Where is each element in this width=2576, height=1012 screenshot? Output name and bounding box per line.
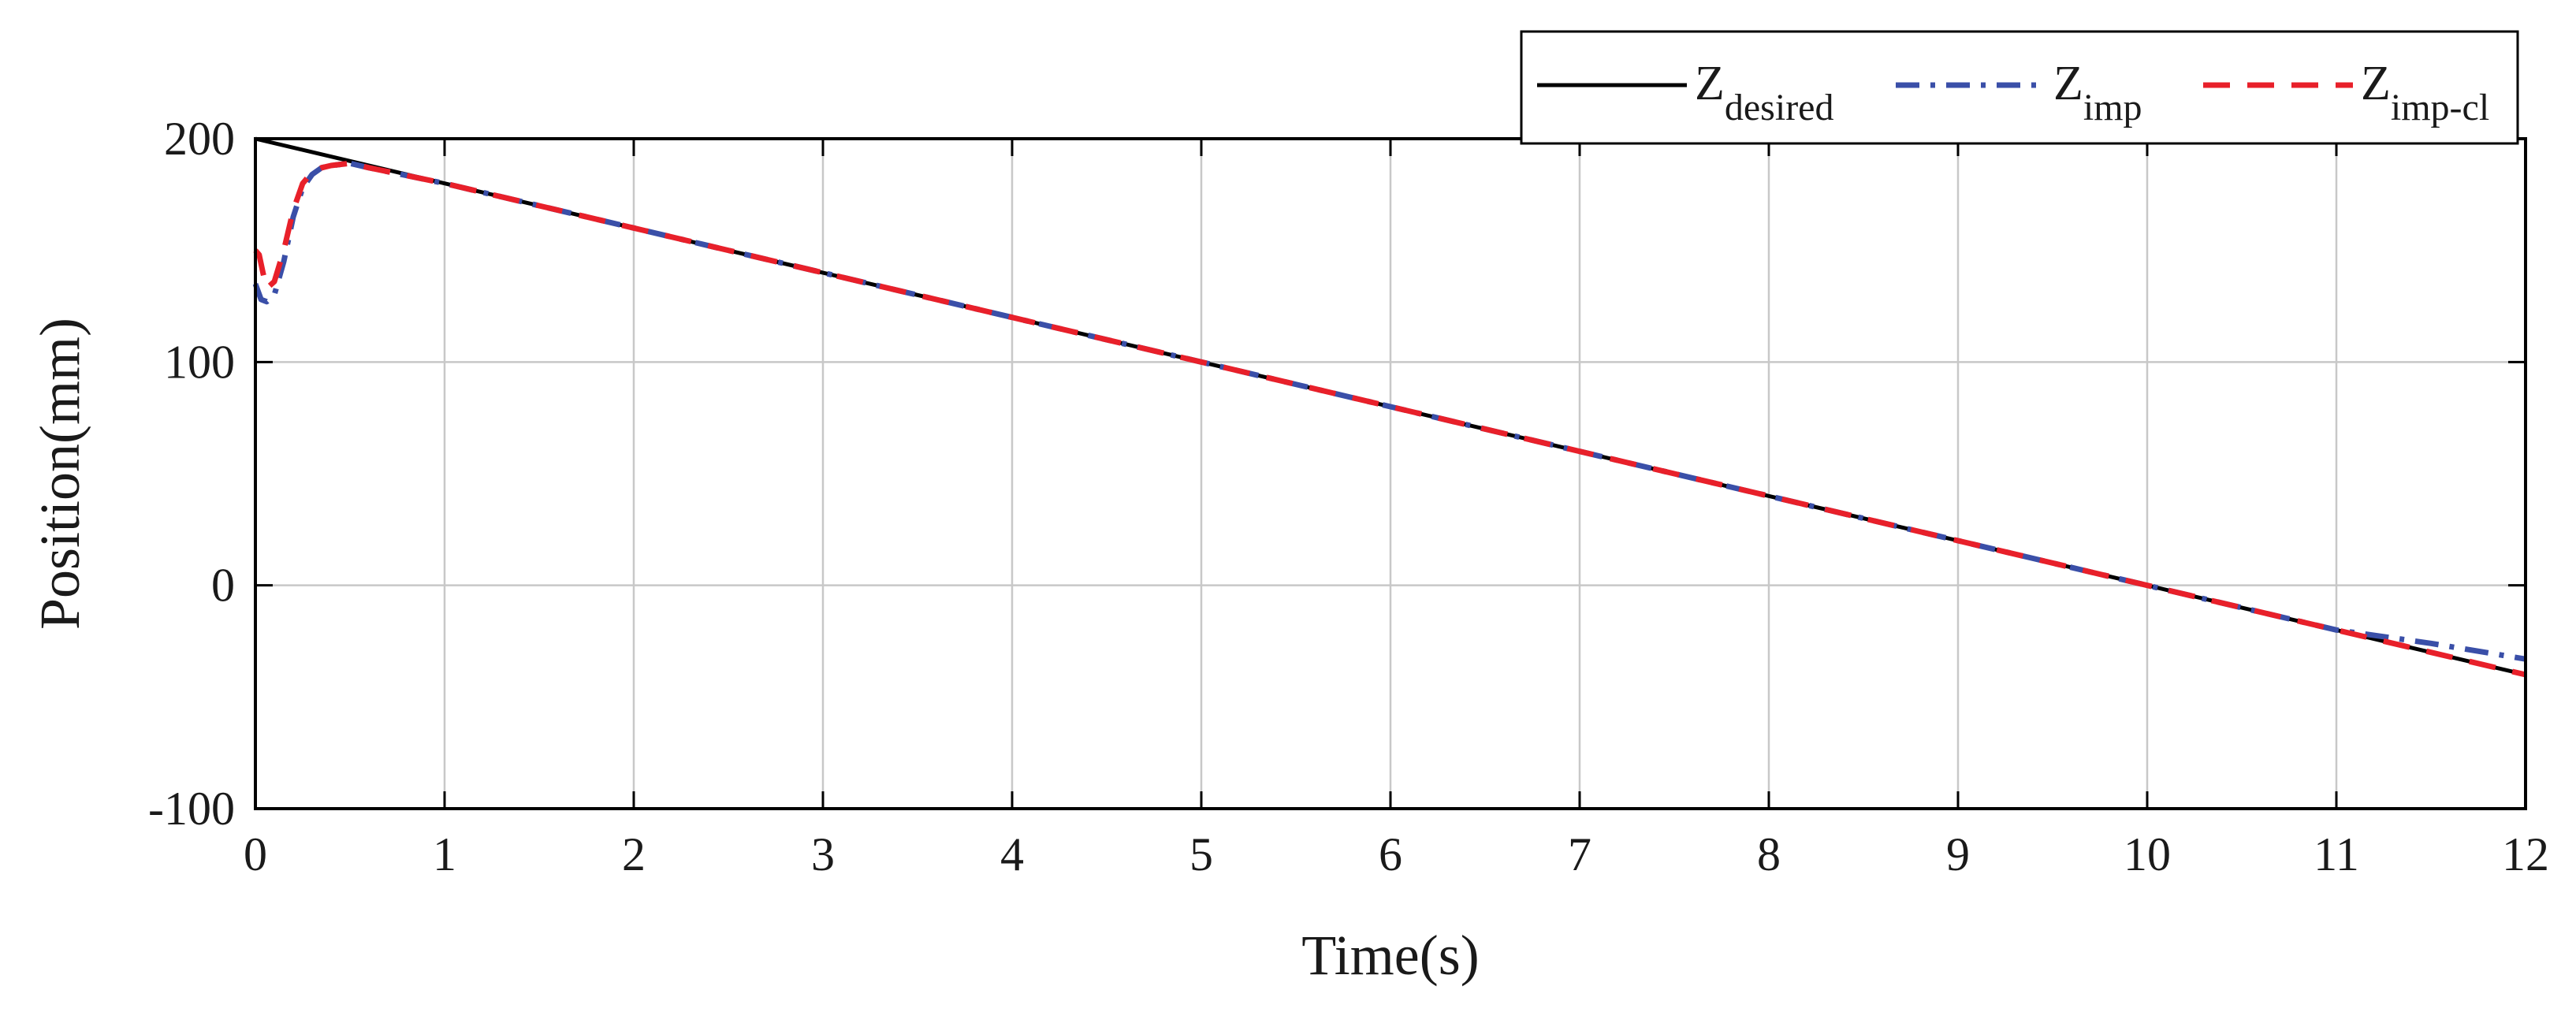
x-tick-label: 0 — [244, 828, 267, 880]
y-tick-label: -100 — [148, 783, 235, 835]
x-tick-label: 5 — [1189, 828, 1213, 880]
x-tick-label: 1 — [433, 828, 456, 880]
x-axis-title: Time(s) — [1301, 924, 1479, 987]
x-tick-label: 12 — [2502, 828, 2549, 880]
x-tick-label: 6 — [1379, 828, 1402, 880]
series-line-zimp-cl — [253, 160, 2526, 678]
grid — [255, 139, 2526, 809]
legend-label: Zimp — [2053, 57, 2142, 128]
x-tick-label: 11 — [2314, 828, 2359, 880]
y-tick-label: 0 — [211, 560, 235, 612]
legend-label: Zdesired — [1695, 57, 1833, 128]
legend-label: Zimp-cl — [2361, 57, 2489, 128]
x-tick-label: 4 — [1000, 828, 1024, 880]
x-tick-label: 2 — [622, 828, 646, 880]
legend: Zdesired Zimp Zimp-cl — [1520, 30, 2519, 145]
x-tick-label: 10 — [2124, 828, 2171, 880]
x-tick-label: 3 — [811, 828, 835, 880]
y-tick-label: 200 — [164, 113, 235, 165]
y-axis-title: Position(mm) — [28, 318, 91, 630]
x-tick-label: 8 — [1757, 828, 1781, 880]
series-lines — [252, 136, 2526, 678]
y-tick-label: 100 — [164, 336, 235, 388]
x-tick-label: 7 — [1568, 828, 1591, 880]
x-tick-label: 9 — [1946, 828, 1970, 880]
